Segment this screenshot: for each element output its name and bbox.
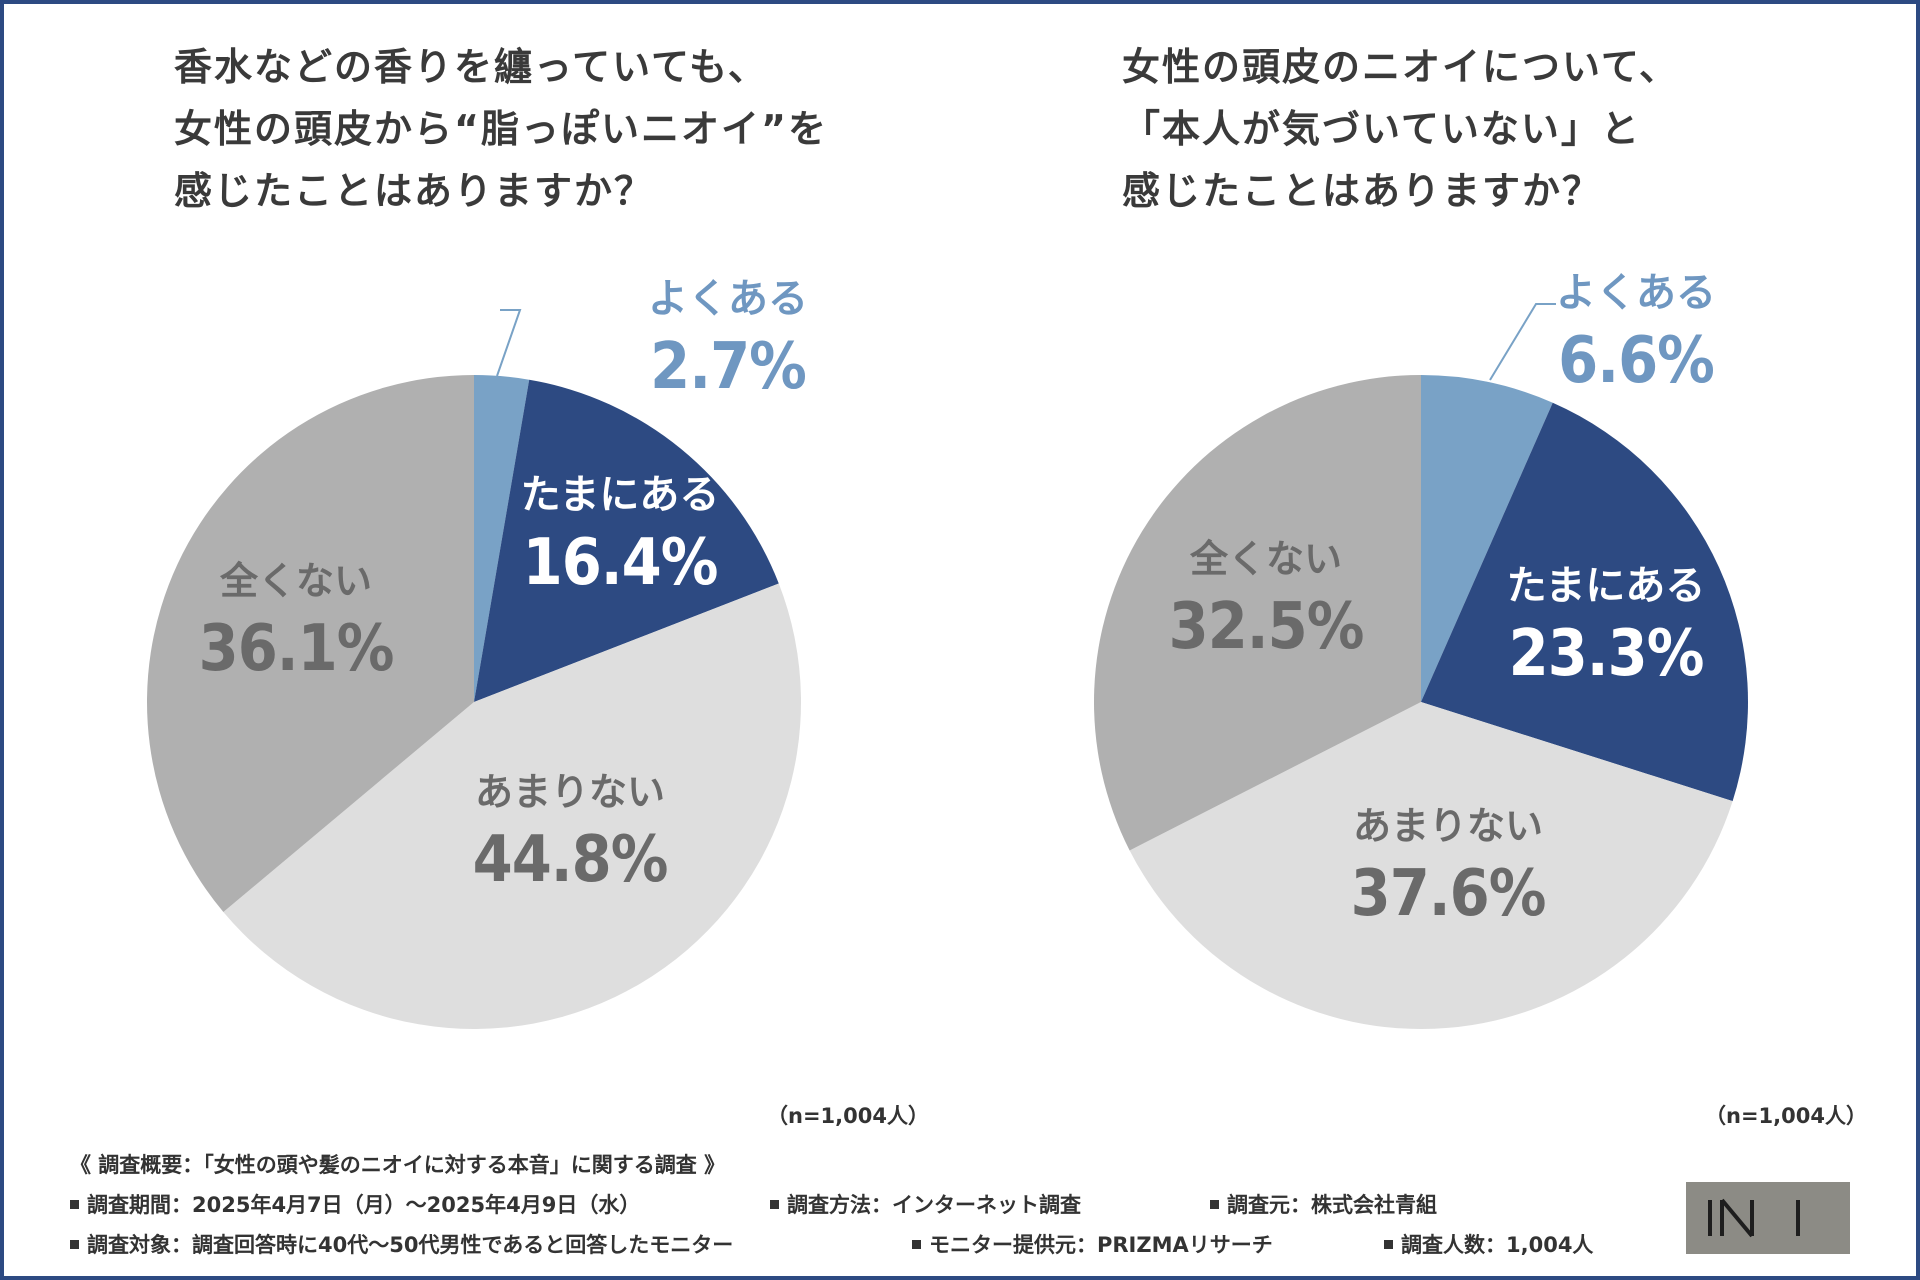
leader-line	[1489, 303, 1556, 381]
title-line: 感じたことはありますか？	[174, 169, 655, 213]
slice-value-often: 2.7%	[650, 330, 806, 404]
slice-value-sometimes: 23.3%	[1509, 617, 1704, 691]
slice-label-often: よくある	[1556, 270, 1716, 316]
sample-size-left: （n=1,004人）	[767, 1104, 929, 1128]
title-line: 感じたことはありますか？	[1122, 169, 1603, 213]
bullet-icon	[912, 1239, 921, 1249]
slice-label-often: よくある	[648, 276, 808, 322]
chart-title-right: 女性の頭皮のニオイについて、 「本人が気づいていない」と 感じたことはありますか…	[1122, 36, 1679, 222]
bullet-icon	[1384, 1239, 1393, 1249]
slice-value-often: 6.6%	[1558, 324, 1714, 398]
chart-title-left: 香水などの香りを纏っていても、 女性の頭皮から“脂っぽいニオイ”を 感じたことは…	[174, 36, 828, 222]
survey-method-text: 調査方法：インターネット調査	[787, 1193, 1081, 1217]
pie-slice-often	[1421, 375, 1553, 702]
logo-icon	[1708, 1198, 1800, 1238]
slice-label-rarely: あまりない	[1353, 804, 1543, 848]
title-line: 「本人が気づいていない」と	[1122, 107, 1641, 151]
pie-slice-rarely	[223, 583, 801, 1029]
survey-source: 調査元：株式会社青組	[1210, 1185, 1437, 1225]
survey-period: 調査期間：2025年4月7日（月）～2025年4月9日（水）	[70, 1185, 770, 1225]
bullet-icon	[770, 1199, 779, 1209]
survey-count: 調査人数：1,004人	[1384, 1225, 1593, 1265]
slice-label-sometimes: たまにある	[1507, 563, 1706, 609]
slice-label-sometimes: たまにある	[521, 472, 720, 518]
survey-count-text: 調査人数：1,004人	[1401, 1233, 1594, 1257]
survey-heading: 《 調査概要：「女性の頭や髪のニオイに対する本音」に関する調査 》	[70, 1145, 1593, 1185]
survey-row-1: 調査期間：2025年4月7日（月）～2025年4月9日（水） 調査方法：インター…	[70, 1185, 1593, 1225]
slice-value-rarely: 37.6%	[1351, 857, 1546, 931]
title-line: 女性の頭皮のニオイについて、	[1122, 45, 1679, 89]
pie-slice-never	[147, 375, 475, 913]
bullet-icon	[70, 1199, 79, 1209]
pie-slice-never	[1094, 375, 1421, 851]
slice-value-never: 36.1%	[199, 612, 394, 686]
slice-value-sometimes: 16.4%	[523, 526, 718, 600]
slice-label-rarely: あまりない	[475, 770, 665, 814]
survey-row-2: 調査対象：調査回答時に40代～50代男性であると回答したモニター モニター提供元…	[70, 1225, 1593, 1265]
survey-target-text: 調査対象：調査回答時に40代～50代男性であると回答したモニター	[87, 1233, 734, 1257]
slice-value-never: 32.5%	[1169, 590, 1364, 664]
pie-slice-sometimes	[474, 379, 779, 702]
sample-size-right: （n=1,004人）	[1705, 1104, 1867, 1128]
title-line: 女性の頭皮から“脂っぽいニオイ”を	[174, 107, 828, 151]
pie-slice-sometimes	[1421, 402, 1749, 802]
survey-provider-text: モニター提供元：PRIZMAリサーチ	[929, 1233, 1273, 1257]
survey-period-text: 調査期間：2025年4月7日（月）～2025年4月9日（水）	[87, 1193, 641, 1217]
leader-line	[496, 309, 522, 377]
pie-slice-rarely	[1129, 702, 1733, 1030]
brand-logo	[1686, 1182, 1850, 1254]
slice-label-never: 全くない	[1189, 537, 1342, 581]
pie-slice-often	[474, 375, 530, 702]
bullet-icon	[70, 1239, 79, 1249]
slice-label-never: 全くない	[219, 559, 372, 603]
slice-value-rarely: 44.8%	[473, 823, 668, 897]
title-line: 香水などの香りを纏っていても、	[174, 45, 768, 89]
survey-provider: モニター提供元：PRIZMAリサーチ	[912, 1225, 1384, 1265]
survey-method: 調査方法：インターネット調査	[770, 1185, 1210, 1225]
survey-source-text: 調査元：株式会社青組	[1227, 1193, 1437, 1217]
survey-summary: 《 調査概要：「女性の頭や髪のニオイに対する本音」に関する調査 》 調査期間：2…	[70, 1145, 1593, 1265]
survey-target: 調査対象：調査回答時に40代～50代男性であると回答したモニター	[70, 1225, 912, 1265]
survey-heading-text: 《 調査概要：「女性の頭や髪のニオイに対する本音」に関する調査 》	[70, 1153, 726, 1177]
bullet-icon	[1210, 1199, 1219, 1209]
